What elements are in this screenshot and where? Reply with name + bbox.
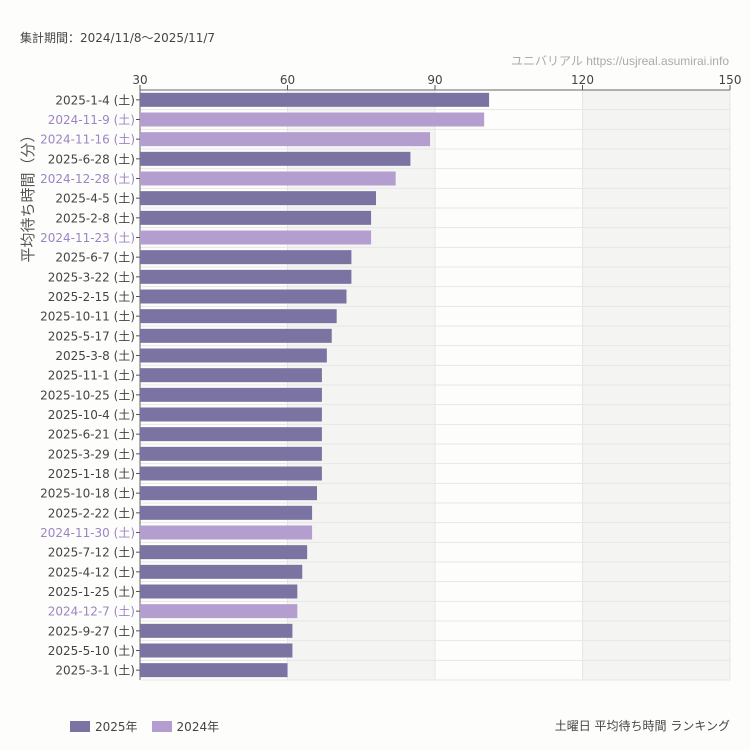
- y-tick-label: 2025-11-1 (土): [48, 369, 135, 383]
- bar: [140, 387, 322, 402]
- aggregation-period: 集計期間：2024/11/8〜2025/11/7: [20, 31, 216, 45]
- bar: [140, 407, 322, 422]
- bar: [140, 446, 322, 461]
- y-tick-label: 2025-4-12 (土): [48, 565, 135, 579]
- y-tick-label: 2025-2-15 (土): [48, 290, 135, 304]
- bar: [140, 328, 332, 343]
- y-tick-label: 2025-7-12 (土): [48, 546, 135, 560]
- bar: [140, 486, 317, 501]
- bar: [140, 309, 337, 324]
- y-tick-label: 2024-11-16 (土): [40, 133, 135, 147]
- y-tick-label: 2025-6-28 (土): [48, 152, 135, 166]
- y-tick-label: 2024-12-7 (土): [48, 605, 135, 619]
- y-tick-label: 2025-6-21 (土): [48, 428, 135, 442]
- bar: [140, 348, 327, 363]
- bar: [140, 525, 313, 540]
- bar: [140, 269, 352, 284]
- y-tick-label: 2025-10-4 (土): [48, 408, 135, 422]
- bar: [140, 289, 347, 304]
- bar: [140, 92, 490, 107]
- y-tick-label: 2025-3-1 (土): [55, 664, 135, 678]
- y-tick-label: 2025-10-18 (土): [40, 487, 135, 501]
- bar: [140, 112, 485, 127]
- bar: [140, 623, 293, 638]
- y-tick-label: 2024-12-28 (土): [40, 172, 135, 186]
- bar: [140, 230, 372, 245]
- bar: [140, 564, 303, 579]
- y-tick-label: 2025-1-18 (土): [48, 467, 135, 481]
- site-credit: ユニバリアル https://usjreal.asumirai.info: [511, 54, 729, 68]
- legend-item-2025[interactable]: 2025年: [70, 718, 138, 735]
- bar: [140, 466, 322, 481]
- bar: [140, 643, 293, 658]
- bar: [140, 604, 298, 619]
- bar: [140, 191, 376, 206]
- y-tick-label: 2025-2-22 (土): [48, 506, 135, 520]
- bar: [140, 171, 396, 186]
- y-tick-label: 2024-11-9 (土): [48, 113, 135, 127]
- chart-subtitle: 土曜日 平均待ち時間 ランキング: [554, 719, 730, 733]
- legend-label: 2024年: [176, 720, 220, 734]
- y-tick-label: 2025-5-17 (土): [48, 329, 135, 343]
- y-tick-label: 2025-3-8 (土): [55, 349, 135, 363]
- bar: [140, 210, 372, 225]
- bar: [140, 663, 288, 678]
- y-tick-label: 2025-1-4 (土): [55, 93, 135, 107]
- bar: [140, 505, 313, 520]
- y-tick-label: 2025-10-11 (土): [40, 310, 135, 324]
- y-tick-label: 2025-6-7 (土): [55, 251, 135, 265]
- y-tick-label: 2024-11-30 (土): [40, 526, 135, 540]
- bar: [140, 368, 322, 383]
- y-tick-label: 2025-10-25 (土): [40, 388, 135, 402]
- y-tick-label: 2025-2-8 (土): [55, 211, 135, 225]
- y-tick-label: 2025-5-10 (土): [48, 644, 135, 658]
- bar: [140, 584, 298, 599]
- x-tick-label: 90: [427, 73, 442, 87]
- y-tick-label: 2025-4-5 (土): [55, 192, 135, 206]
- bar: [140, 250, 352, 265]
- x-tick-label: 30: [132, 73, 147, 87]
- bar: [140, 545, 308, 560]
- legend-swatch-2024: [151, 721, 172, 732]
- legend: 2025年 2024年: [70, 718, 219, 735]
- bar: [140, 151, 411, 166]
- y-tick-label: 2025-3-29 (土): [48, 447, 135, 461]
- bar: [140, 132, 431, 147]
- y-tick-label: 2025-9-27 (土): [48, 624, 135, 638]
- legend-label: 2025年: [95, 720, 138, 734]
- x-tick-label: 150: [719, 73, 742, 87]
- legend-swatch-2025: [70, 721, 90, 732]
- legend-item-2024[interactable]: 2024年: [151, 718, 220, 735]
- x-tick-label: 120: [571, 73, 594, 87]
- bar: [140, 427, 322, 442]
- y-tick-label: 2025-3-22 (土): [48, 270, 135, 284]
- y-tick-label: 2024-11-23 (土): [40, 231, 135, 245]
- y-axis-label: 平均待ち時間（分）: [19, 127, 37, 262]
- x-tick-label: 60: [280, 73, 295, 87]
- y-tick-label: 2025-1-25 (土): [48, 585, 135, 599]
